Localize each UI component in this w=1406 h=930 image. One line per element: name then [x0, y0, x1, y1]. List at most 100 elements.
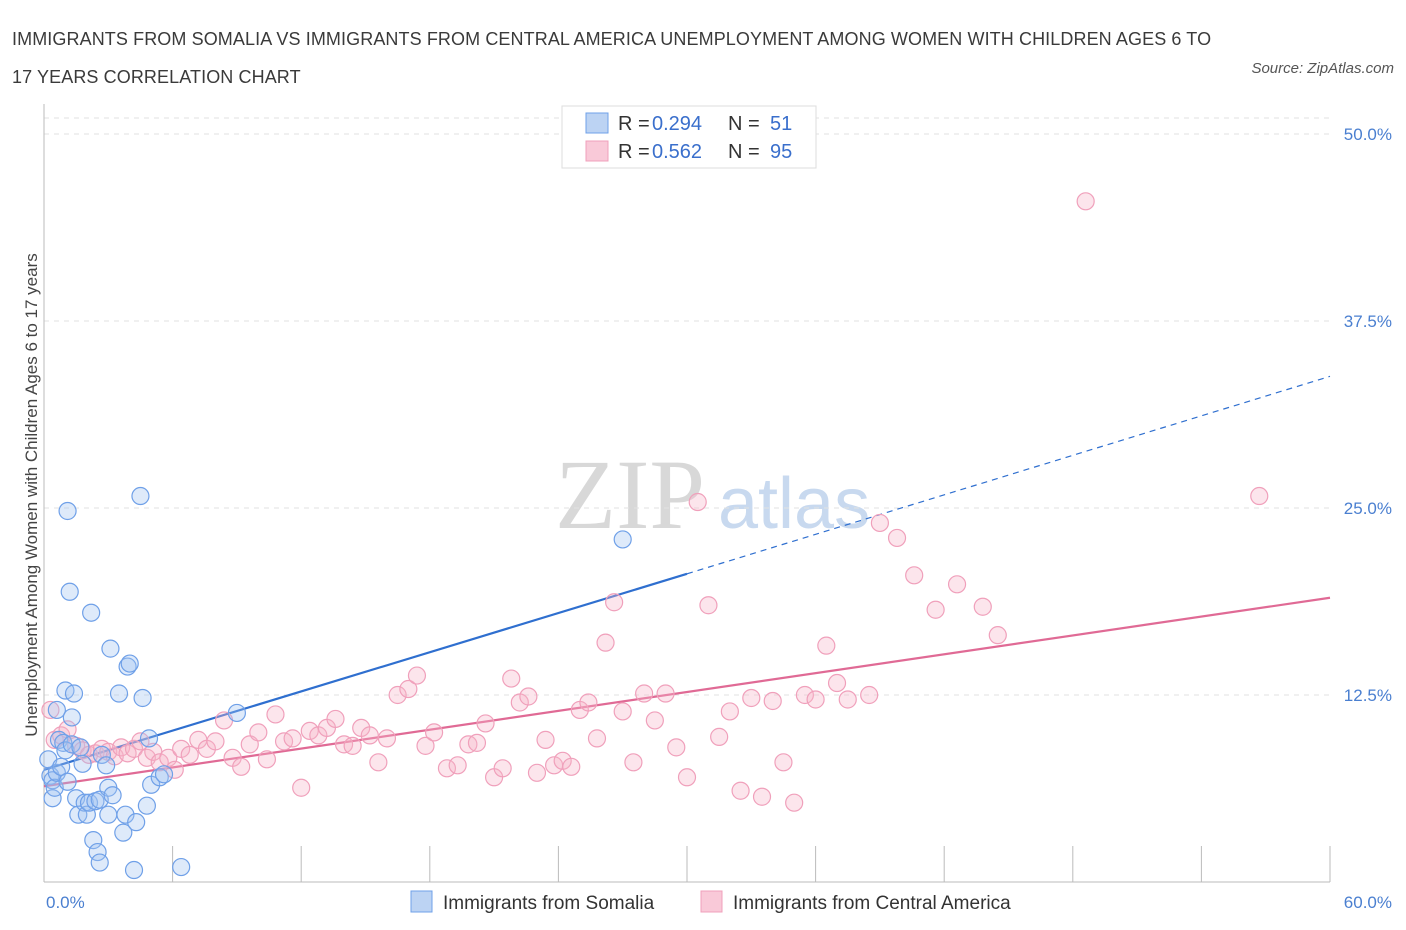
point-central	[527, 763, 547, 782]
point-central	[613, 702, 632, 721]
trend-lines	[43, 375, 1331, 788]
point-central	[677, 768, 697, 787]
point-somalia	[139, 729, 159, 748]
point-somalia	[120, 654, 139, 673]
legend-n-label-2: N =	[728, 141, 760, 163]
point-somalia	[62, 708, 81, 727]
point-central	[774, 753, 793, 772]
point-somalia	[154, 765, 174, 784]
point-central	[645, 711, 664, 730]
point-central	[1250, 486, 1269, 506]
point-somalia	[109, 684, 129, 703]
point-somalia	[71, 738, 90, 757]
legend-r-label-2: R =	[618, 141, 650, 163]
point-somalia	[613, 530, 632, 549]
point-central	[388, 685, 407, 705]
trend-line-central	[43, 596, 1331, 788]
point-central	[860, 685, 879, 705]
point-central	[596, 633, 615, 652]
point-central	[292, 778, 311, 797]
point-central	[232, 757, 251, 776]
point-central	[887, 528, 907, 548]
point-central	[720, 702, 739, 721]
point-central	[742, 688, 761, 708]
watermark-atlas: atlas	[718, 464, 870, 544]
point-central	[399, 679, 418, 699]
x-tick-label-min: 0.0%	[46, 893, 85, 912]
point-central	[467, 733, 487, 752]
point-central	[838, 690, 857, 709]
point-somalia	[99, 805, 118, 824]
y-tick-label: 25.0%	[1344, 499, 1392, 518]
point-central	[437, 759, 457, 778]
point-central	[656, 684, 675, 703]
legend: R = 0.294 N = 51 R = 0.562 N = 95	[561, 105, 817, 169]
point-central	[752, 787, 772, 806]
point-central	[124, 739, 144, 758]
point-somalia	[97, 756, 116, 775]
point-central	[41, 700, 60, 720]
legend-swatch-central	[585, 140, 609, 162]
point-central	[206, 732, 225, 751]
bottom-legend-swatch-somalia	[410, 890, 433, 913]
point-central	[407, 666, 427, 685]
point-central	[493, 759, 512, 778]
point-somalia	[118, 657, 137, 676]
y-axis-label: Unemployment Among Women with Children A…	[22, 253, 41, 737]
point-somalia	[133, 688, 152, 708]
point-central	[624, 753, 643, 772]
trend-line-somalia-extension	[686, 375, 1331, 575]
chart-title: IMMIGRANTS FROM SOMALIA VS IMMIGRANTS FR…	[12, 29, 1212, 87]
point-central	[150, 753, 169, 772]
point-central	[343, 736, 362, 755]
legend-r-label-1: R =	[618, 113, 650, 135]
point-central	[416, 736, 435, 755]
point-central	[377, 729, 397, 748]
data-points	[39, 192, 1269, 880]
point-central	[180, 745, 199, 764]
point-central	[635, 684, 654, 703]
watermark-zip: ZIP	[555, 439, 705, 550]
point-somalia	[90, 853, 109, 872]
point-somalia	[84, 831, 103, 850]
point-central	[827, 673, 847, 693]
point-somalia	[79, 793, 99, 812]
point-somalia	[124, 860, 144, 880]
point-central	[795, 685, 814, 705]
source-label: Source: ZipAtlas.com	[1251, 60, 1394, 77]
point-central	[502, 669, 521, 688]
point-central	[360, 726, 379, 745]
point-somalia	[101, 639, 120, 658]
point-central	[763, 691, 782, 711]
point-somalia	[58, 772, 77, 791]
point-central	[165, 760, 184, 779]
point-central	[326, 709, 345, 729]
point-central	[266, 705, 285, 724]
point-central	[536, 730, 555, 749]
point-somalia	[114, 823, 133, 842]
point-somalia	[60, 582, 79, 601]
point-central	[731, 781, 750, 800]
tick-labels: 12.5% 25.0% 37.5% 50.0% 0.0% 60.0%	[46, 125, 1392, 912]
point-somalia	[58, 501, 77, 521]
legend-r-value-1: 0.294	[652, 113, 702, 135]
point-central	[870, 513, 890, 533]
legend-swatch-somalia	[585, 112, 609, 134]
point-central	[476, 714, 495, 733]
gridlines	[44, 117, 1330, 696]
point-central	[710, 727, 729, 746]
point-somalia	[227, 703, 246, 723]
point-somalia	[82, 603, 101, 622]
point-somalia	[116, 805, 135, 824]
legend-r-value-2: 0.562	[652, 141, 702, 163]
point-somalia	[137, 796, 156, 815]
point-central	[283, 729, 302, 748]
point-somalia	[73, 754, 92, 773]
point-central	[926, 600, 945, 619]
point-somalia	[103, 786, 122, 805]
point-central	[973, 597, 992, 616]
legend-n-value-2: 95	[770, 141, 792, 163]
point-central	[448, 756, 467, 775]
point-central	[562, 757, 581, 776]
point-central	[424, 723, 444, 742]
